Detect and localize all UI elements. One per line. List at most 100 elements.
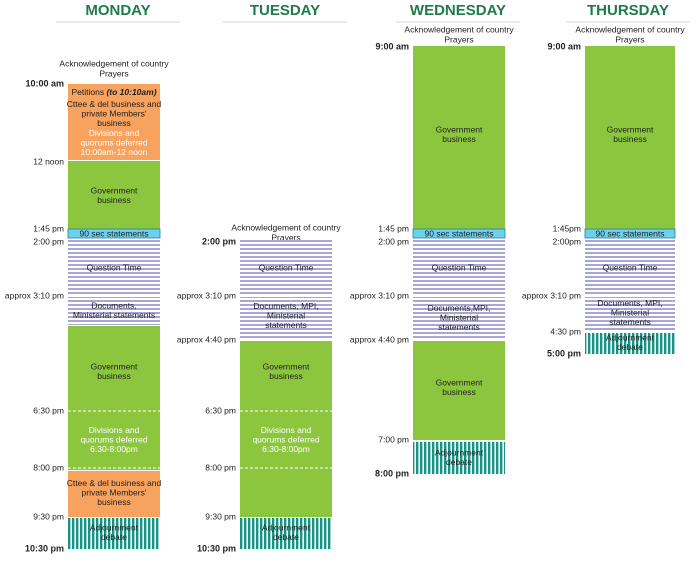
blue-block bbox=[584, 228, 676, 239]
block-text: Question Time bbox=[259, 262, 314, 272]
block-text: Government bbox=[436, 378, 483, 388]
time-label: 9:30 pm bbox=[33, 511, 64, 521]
time-label: 2:00 pm bbox=[33, 236, 64, 246]
lav-block bbox=[413, 297, 505, 340]
time-label: approx 4:40 pm bbox=[350, 334, 409, 344]
block-text: 6:30-8:00pm bbox=[262, 444, 310, 454]
time-label: 6:30 pm bbox=[205, 405, 236, 415]
time-label: approx 3:10 pm bbox=[177, 290, 236, 300]
block-text: business bbox=[97, 118, 131, 128]
green-block bbox=[240, 341, 332, 517]
teal-block bbox=[240, 518, 332, 549]
time-label: 8:00 pm bbox=[33, 462, 64, 472]
block-text: Documents,MPI, bbox=[428, 303, 491, 313]
day-header: TUESDAY bbox=[250, 2, 320, 19]
block-text: 90 sec statements bbox=[425, 228, 494, 238]
time-label: 10:30 pm bbox=[197, 543, 236, 553]
block-text: statements bbox=[438, 322, 480, 332]
time-label: 9:30 pm bbox=[205, 511, 236, 521]
orange-block bbox=[68, 471, 160, 517]
teal-block bbox=[413, 442, 505, 474]
block-text: Government bbox=[607, 125, 654, 135]
time-label: 9:00 am bbox=[547, 41, 581, 51]
green-block bbox=[68, 161, 160, 229]
block-text: private Members' bbox=[82, 487, 147, 497]
block-note: (to 10:10am) bbox=[106, 87, 156, 97]
day-header: WEDNESDAY bbox=[410, 2, 506, 19]
opening-text: Prayers bbox=[444, 34, 473, 44]
lav-block bbox=[240, 297, 332, 340]
block-text: Petitions bbox=[71, 87, 104, 97]
block-text: debate bbox=[617, 342, 643, 352]
blue-block bbox=[67, 228, 161, 239]
block-text: Question Time bbox=[603, 262, 658, 272]
block-text: business bbox=[442, 134, 476, 144]
block-text: business bbox=[97, 195, 131, 205]
time-label: approx 3:10 pm bbox=[5, 290, 64, 300]
opening-text: Acknowledgement of country bbox=[59, 58, 169, 68]
block-text: Government bbox=[436, 125, 483, 135]
day-header: MONDAY bbox=[85, 2, 150, 19]
time-label: approx 4:40 pm bbox=[177, 334, 236, 344]
block-text: Government bbox=[91, 186, 138, 196]
block-text: Adjournment bbox=[606, 333, 655, 343]
time-label: approx 3:10 pm bbox=[522, 290, 581, 300]
block-text: quorums deferred bbox=[80, 434, 147, 444]
block-text: private Members' bbox=[82, 108, 147, 118]
block-text: quorums deferred bbox=[252, 434, 319, 444]
lav-block bbox=[68, 297, 160, 325]
block-text: Ministerial bbox=[440, 312, 478, 322]
green-block bbox=[68, 326, 160, 470]
block-text: Documents, MPI, bbox=[253, 301, 318, 311]
block-text: Question Time bbox=[432, 262, 487, 272]
block-text: debate bbox=[101, 532, 127, 542]
lav-block bbox=[240, 240, 332, 296]
day-header: THURSDAY bbox=[587, 2, 669, 19]
opening-text: Acknowledgement of country bbox=[575, 24, 685, 34]
block-text: statements bbox=[609, 317, 651, 327]
block-text: Government bbox=[91, 362, 138, 372]
opening-text: Acknowledgement of country bbox=[404, 24, 514, 34]
block-text: debate bbox=[273, 532, 299, 542]
block-text: Cttee & del business and bbox=[67, 99, 162, 109]
lav-block bbox=[413, 240, 505, 296]
time-label: 2:00 pm bbox=[202, 236, 236, 246]
opening-text: Acknowledgement of country bbox=[231, 222, 341, 232]
time-label: 7:00 pm bbox=[378, 434, 409, 444]
teal-block bbox=[68, 518, 160, 549]
time-label: 1:45pm bbox=[553, 223, 581, 233]
block-text: Government bbox=[263, 362, 310, 372]
time-label: 2:00pm bbox=[553, 236, 581, 246]
green-block bbox=[413, 341, 505, 440]
block-text: Divisions and bbox=[89, 128, 140, 138]
block-text: Documents, MPI, bbox=[597, 298, 662, 308]
time-label: 12 noon bbox=[33, 156, 64, 166]
block-text: Petitions (to 10:10am) bbox=[71, 87, 156, 97]
block-text: Documents, bbox=[91, 301, 136, 311]
block-text: Question Time bbox=[87, 262, 142, 272]
block-text: business bbox=[269, 371, 303, 381]
time-label: 8:00 pm bbox=[375, 468, 409, 478]
block-text: business bbox=[442, 387, 476, 397]
block-text: 90 sec statements bbox=[80, 228, 149, 238]
block-text: Adjournment bbox=[90, 523, 139, 533]
blue-block bbox=[412, 228, 506, 239]
block-text: Adjournment bbox=[262, 523, 311, 533]
block-text: Ministerial bbox=[267, 310, 305, 320]
opening-text: Prayers bbox=[99, 68, 128, 78]
block-text: 6:30-8:00pm bbox=[90, 444, 138, 454]
orange-block bbox=[68, 84, 160, 160]
time-label: 2:00 pm bbox=[378, 236, 409, 246]
lav-block bbox=[585, 240, 675, 296]
time-label: 10:00 am bbox=[25, 78, 64, 88]
block-text: business bbox=[97, 497, 131, 507]
time-label: 1:45 pm bbox=[378, 223, 409, 233]
block-text: 90 sec statements bbox=[596, 228, 665, 238]
green-block bbox=[413, 46, 505, 229]
block-text: Ministerial statements bbox=[73, 310, 155, 320]
time-label: 5:00 pm bbox=[547, 348, 581, 358]
opening-text: Prayers bbox=[271, 232, 300, 242]
block-text: Ministerial bbox=[611, 307, 649, 317]
time-label: 6:30 pm bbox=[33, 405, 64, 415]
